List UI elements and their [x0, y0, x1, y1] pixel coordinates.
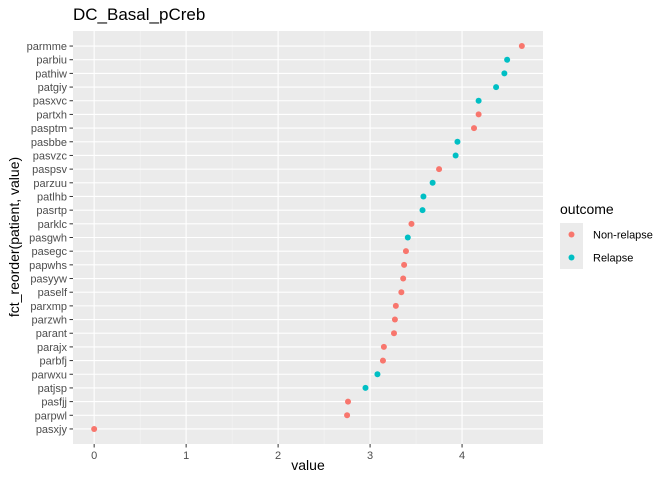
- x-tick-label: 0: [91, 450, 97, 462]
- data-point: [419, 207, 426, 214]
- y-tick-label: pasyyw: [30, 274, 67, 286]
- y-tick-label: pasxjy: [36, 424, 68, 436]
- data-point: [400, 275, 407, 282]
- y-tick-label: partxh: [36, 109, 67, 121]
- chart-title: DC_Basal_pCreb: [73, 5, 205, 24]
- y-tick-label: parant: [36, 328, 67, 340]
- y-tick-label: paself: [38, 287, 68, 299]
- y-tick-label: pasvzc: [33, 150, 68, 162]
- y-tick-label: patgiy: [38, 82, 68, 94]
- data-point: [452, 152, 459, 159]
- data-point: [379, 357, 386, 364]
- legend: outcome Non-relapse Relapse: [560, 201, 653, 269]
- y-axis-title: fct_reorder(patient, value): [6, 157, 22, 317]
- data-point: [362, 384, 369, 391]
- y-tick-label: pasbbe: [31, 137, 67, 149]
- data-point: [475, 97, 482, 104]
- legend-label: Relapse: [593, 253, 633, 265]
- y-tick-label: paspsv: [32, 164, 67, 176]
- major-gridlines: [73, 31, 543, 444]
- data-point: [429, 179, 436, 186]
- data-point: [408, 220, 415, 227]
- data-point: [471, 125, 478, 132]
- y-tick-label: pasxvc: [33, 96, 68, 108]
- y-tick-label: parwxu: [32, 369, 67, 381]
- x-tick-label: 2: [275, 450, 281, 462]
- y-tick-label: parklc: [38, 219, 68, 231]
- x-axis-ticks: 0 1 2 3 4: [91, 444, 465, 462]
- data-point: [504, 56, 511, 63]
- y-tick-label: parbfj: [39, 356, 67, 368]
- data-point: [390, 330, 397, 337]
- data-point: [402, 248, 409, 255]
- y-tick-label: patlhb: [37, 191, 67, 203]
- y-tick-label: parzwh: [32, 315, 67, 327]
- data-point: [91, 425, 98, 432]
- data-point: [493, 84, 500, 91]
- y-tick-label: parzuu: [33, 178, 67, 190]
- data-point: [344, 412, 351, 419]
- y-tick-label: pasrtp: [36, 205, 67, 217]
- data-point: [401, 261, 408, 268]
- y-tick-label: parxmp: [30, 301, 67, 313]
- data-point: [454, 138, 461, 145]
- data-point: [436, 166, 443, 173]
- legend-key-point: [568, 254, 575, 261]
- y-tick-label: pasfjj: [41, 397, 67, 409]
- y-tick-label: parajx: [37, 342, 67, 354]
- x-tick-label: 1: [183, 450, 189, 462]
- data-point: [475, 111, 482, 118]
- x-tick-label: 3: [367, 450, 373, 462]
- data-point: [374, 371, 381, 378]
- y-tick-label: parbiu: [36, 55, 67, 67]
- y-tick-label: patjsp: [38, 383, 67, 395]
- data-point: [398, 289, 405, 296]
- data-point: [420, 193, 427, 200]
- data-point: [345, 398, 352, 405]
- data-point: [392, 302, 399, 309]
- y-tick-label: pasegc: [32, 246, 68, 258]
- y-tick-label: pasptm: [31, 123, 67, 135]
- y-tick-label: pasgwh: [29, 233, 67, 245]
- legend-key-point: [568, 231, 575, 238]
- data-point: [518, 43, 525, 50]
- y-tick-label: papwhs: [29, 260, 67, 272]
- data-point: [391, 316, 398, 323]
- y-tick-label: parpwl: [35, 410, 67, 422]
- data-point: [404, 234, 411, 241]
- x-tick-label: 4: [459, 450, 465, 462]
- y-tick-label: pathiw: [35, 68, 67, 80]
- data-point: [380, 343, 387, 350]
- data-points: [91, 43, 525, 432]
- legend-title: outcome: [560, 201, 614, 217]
- data-point: [501, 70, 508, 77]
- legend-label: Non-relapse: [593, 230, 653, 242]
- x-axis-title: value: [291, 457, 325, 473]
- y-tick-label: parmme: [27, 41, 67, 53]
